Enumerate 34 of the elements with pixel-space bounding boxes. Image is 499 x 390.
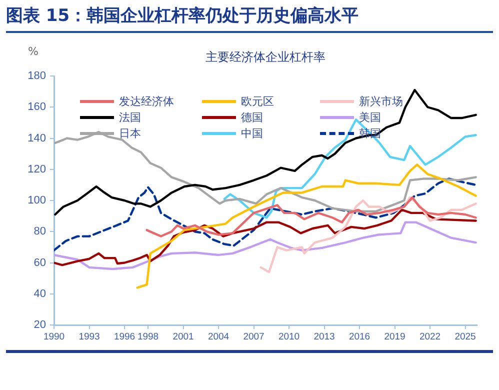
x-tick-label: 2019 <box>384 331 406 342</box>
y-tick-label: 120 <box>28 163 46 176</box>
y-tick-label: 180 <box>28 70 46 82</box>
y-tick-label: 80 <box>34 226 46 238</box>
y-tick-label: 160 <box>28 101 46 114</box>
chart-subtitle: 主要经济体企业杠杆率 <box>204 49 326 66</box>
x-tick-label: 2001 <box>172 331 194 342</box>
y-axis-title: % <box>28 45 38 58</box>
legend-label: 新兴市场 <box>359 94 403 109</box>
x-tick-label: 2010 <box>278 331 300 342</box>
x-tick-label: 2007 <box>243 331 264 342</box>
legend-label: 德国 <box>241 110 263 125</box>
x-tick-label: 2013 <box>314 331 335 342</box>
legend-label: 法国 <box>119 110 141 125</box>
x-tick-label: 2004 <box>208 331 230 342</box>
y-tick-label: 140 <box>28 132 46 144</box>
legend-label: 发达经济体 <box>119 94 174 109</box>
legend-label: 中国 <box>241 126 263 141</box>
x-tick-label: 2022 <box>419 331 441 342</box>
x-tick-label: 1993 <box>78 331 100 342</box>
x-tick-label: 1996 <box>114 331 136 342</box>
y-tick-label: 60 <box>34 256 46 269</box>
x-tick-label: 1998 <box>137 331 159 342</box>
line-series <box>54 178 477 252</box>
x-tick-label: 2025 <box>454 331 476 342</box>
y-tick-label: 40 <box>34 288 46 300</box>
x-tick-label: 2016 <box>348 331 370 342</box>
legend-label: 美国 <box>359 110 381 125</box>
y-tick-label: 20 <box>34 319 46 332</box>
legend-label: 欧元区 <box>241 94 274 109</box>
x-tick-label: 1990 <box>43 331 65 342</box>
legend-label: 日本 <box>119 126 141 141</box>
y-tick-label: 100 <box>28 194 46 207</box>
chart-title: 图表 15：韩国企业杠杆率仍处于历史偏高水平 <box>6 4 493 33</box>
